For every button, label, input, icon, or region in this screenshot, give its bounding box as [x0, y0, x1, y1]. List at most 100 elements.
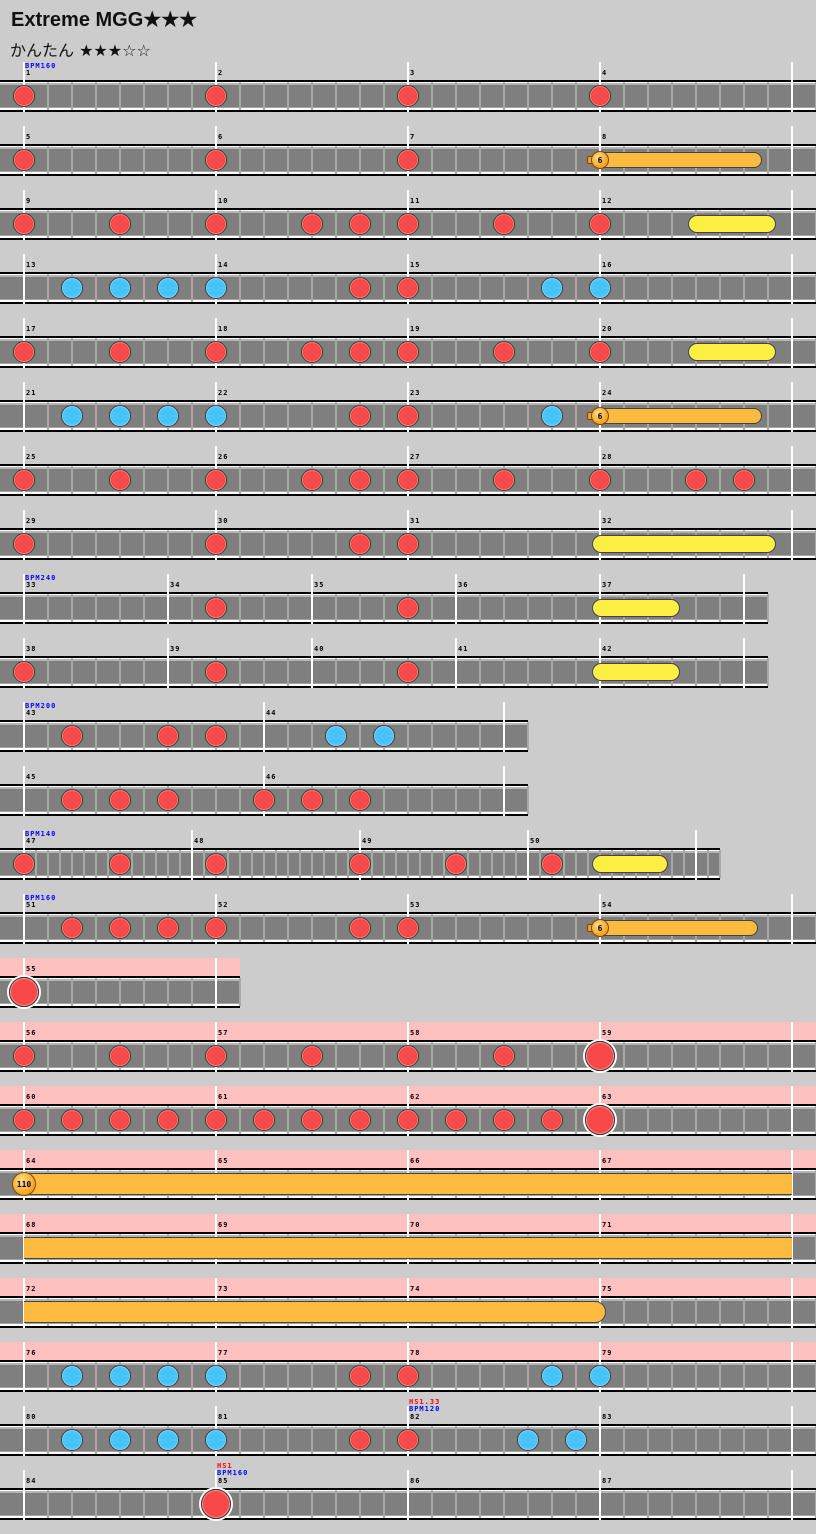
- beat-gridline: [71, 466, 73, 494]
- measure-number: 48: [194, 837, 205, 845]
- beat-gridline: [239, 146, 241, 174]
- beat-gridline: [767, 274, 769, 302]
- balloon-note: 6: [591, 407, 609, 425]
- beat-gridline: [47, 914, 49, 942]
- beat-gridline: [47, 530, 49, 558]
- beat-gridline: [95, 338, 97, 366]
- beat-gridline: [359, 1042, 361, 1070]
- beat-gridline: [239, 722, 241, 750]
- beat-gridline: [695, 1490, 697, 1518]
- beat-gridline: [167, 530, 169, 558]
- beat-gridline: [767, 146, 769, 174]
- beat-gridline: [335, 146, 337, 174]
- measure-number: 57: [218, 1029, 229, 1037]
- beat-gridline: [623, 1106, 625, 1134]
- beat-gridline: [71, 338, 73, 366]
- beat-gridline: [143, 82, 145, 110]
- beat-gridline: [215, 786, 217, 814]
- don-note: [205, 597, 227, 619]
- beat-gridline: [383, 1362, 385, 1390]
- beat-gridline: [191, 658, 193, 686]
- don-note: [397, 149, 419, 171]
- beat-gridline: [647, 210, 649, 238]
- bpm-change-label: BPM160: [25, 894, 57, 902]
- beat-gridline: [395, 850, 397, 878]
- beat-gridline: [71, 1490, 73, 1518]
- beat-gridline: [431, 1042, 433, 1070]
- beat-gridline: [671, 210, 673, 238]
- measure-number: 1: [26, 69, 32, 77]
- beat-gridline: [647, 338, 649, 366]
- measure-number: 28: [602, 453, 613, 461]
- beat-gridline: [335, 1426, 337, 1454]
- measure-number: 35: [314, 581, 325, 589]
- beat-gridline: [287, 210, 289, 238]
- beat-gridline: [695, 1426, 697, 1454]
- beat-gridline: [503, 402, 505, 430]
- beat-gridline: [551, 1490, 553, 1518]
- measure-barline: [599, 1470, 601, 1520]
- beat-gridline: [575, 1106, 577, 1134]
- drumroll-note: [688, 343, 776, 361]
- beat-gridline: [455, 1490, 457, 1518]
- beat-gridline: [767, 914, 769, 942]
- don-note: [301, 1109, 323, 1131]
- chart-row: 38 39 40 41 42: [0, 638, 769, 702]
- beat-gridline: [383, 1042, 385, 1070]
- beat-gridline: [479, 1426, 481, 1454]
- bpm-change-label: BPM160: [217, 1469, 249, 1477]
- beat-gridline: [527, 914, 529, 942]
- measure-number: 33: [26, 581, 37, 589]
- measure-number: 7: [410, 133, 416, 141]
- beat-gridline: [479, 146, 481, 174]
- beat-gridline: [335, 274, 337, 302]
- beat-gridline: [47, 658, 49, 686]
- don-note: [445, 853, 467, 875]
- measure-number: 16: [602, 261, 613, 269]
- ka-note: [541, 405, 563, 427]
- measure-barline: [791, 126, 793, 176]
- beat-gridline: [671, 1426, 673, 1454]
- beat-gridline: [191, 978, 193, 1006]
- don-note: [13, 149, 35, 171]
- beat-gridline: [287, 722, 289, 750]
- measure-number: 10: [218, 197, 229, 205]
- beat-gridline: [575, 594, 577, 622]
- beat-gridline: [299, 850, 301, 878]
- don-note: [541, 853, 563, 875]
- beat-gridline: [527, 658, 529, 686]
- beat-gridline: [719, 850, 721, 878]
- don-note: [157, 1109, 179, 1131]
- beat-gridline: [527, 210, 529, 238]
- beat-gridline: [287, 1426, 289, 1454]
- beat-gridline: [431, 914, 433, 942]
- ka-note: [325, 725, 347, 747]
- beat-gridline: [119, 530, 121, 558]
- beat-gridline: [695, 594, 697, 622]
- don-note: [205, 661, 227, 683]
- beat-gridline: [71, 850, 73, 878]
- beat-gridline: [167, 338, 169, 366]
- beat-gridline: [527, 786, 529, 814]
- beat-gridline: [671, 1042, 673, 1070]
- beat-gridline: [503, 146, 505, 174]
- beat-gridline: [455, 274, 457, 302]
- measure-barline: [599, 1406, 601, 1456]
- measure-number: 78: [410, 1349, 421, 1357]
- beat-gridline: [767, 1362, 769, 1390]
- beat-gridline: [503, 914, 505, 942]
- measure-barline: [23, 894, 25, 944]
- beat-gridline: [527, 1042, 529, 1070]
- measure-number: 47: [26, 837, 37, 845]
- don-note: [109, 1109, 131, 1131]
- beat-gridline: [479, 914, 481, 942]
- beat-gridline: [383, 1106, 385, 1134]
- beat-gridline: [311, 402, 313, 430]
- beat-gridline: [479, 274, 481, 302]
- measure-number: 53: [410, 901, 421, 909]
- measure-barline: [791, 894, 793, 944]
- beat-gridline: [239, 914, 241, 942]
- beat-gridline: [95, 210, 97, 238]
- beat-gridline: [647, 274, 649, 302]
- beat-gridline: [239, 274, 241, 302]
